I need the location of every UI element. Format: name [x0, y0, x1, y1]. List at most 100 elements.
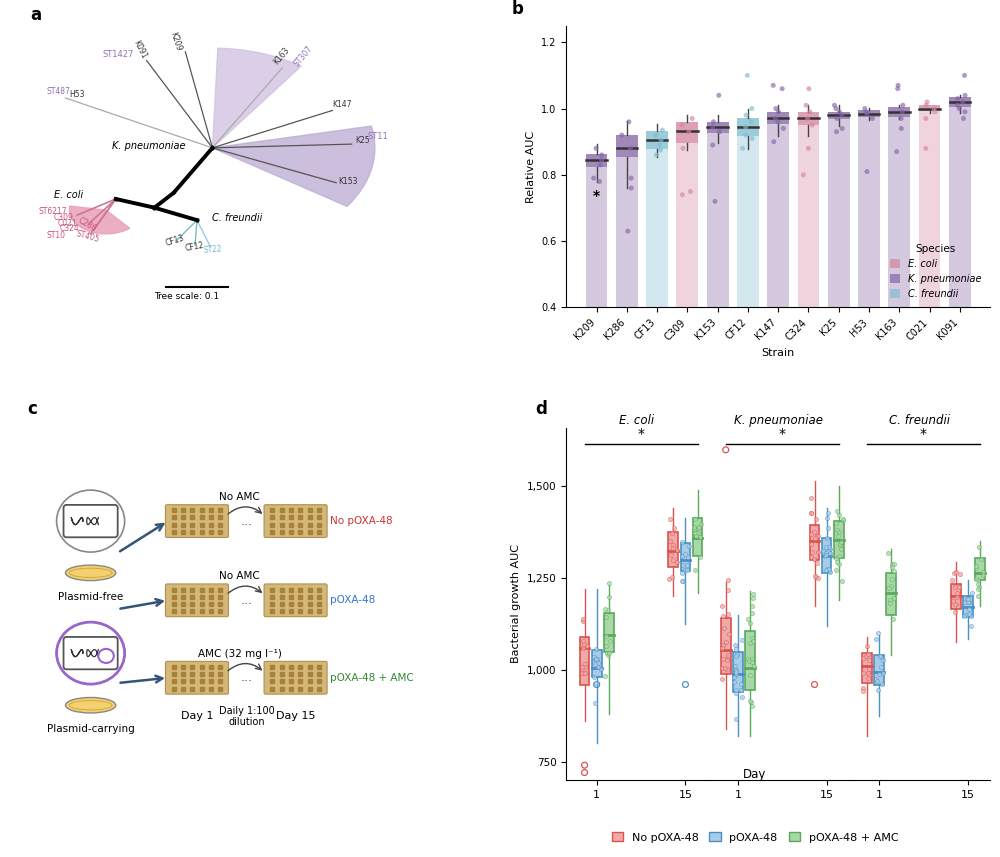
Text: ST307: ST307: [292, 44, 314, 68]
Point: [955, 95, 971, 109]
Point: [714, 672, 730, 686]
Point: [947, 605, 963, 619]
Point: [950, 599, 966, 613]
Point: [832, 538, 848, 552]
Point: [715, 638, 731, 651]
Point: [873, 660, 889, 674]
Text: K153: K153: [338, 177, 358, 186]
Point: [919, 95, 935, 109]
Bar: [886, 572, 896, 614]
Point: [661, 572, 677, 586]
Point: [860, 666, 876, 680]
Point: [662, 512, 678, 526]
Title: K. pneumoniae: K. pneumoniae: [734, 414, 823, 427]
Point: [674, 566, 690, 580]
Point: [663, 548, 679, 562]
Point: [590, 656, 606, 670]
Point: [735, 141, 751, 155]
Point: [623, 171, 639, 185]
Text: ...: ...: [240, 594, 252, 607]
Point: [744, 631, 760, 644]
Text: C021: C021: [58, 219, 77, 228]
Bar: [733, 651, 743, 692]
Point: [742, 694, 758, 708]
Point: [690, 521, 706, 535]
Point: [768, 102, 784, 116]
Point: [720, 650, 736, 663]
Point: [742, 637, 758, 650]
Point: [869, 674, 885, 687]
Circle shape: [57, 490, 125, 552]
Point: [744, 652, 760, 666]
Text: a: a: [31, 6, 42, 24]
Point: [681, 539, 697, 553]
Point: [801, 81, 817, 95]
Bar: [975, 558, 985, 580]
Point: [949, 590, 965, 604]
Point: [745, 587, 761, 601]
Point: [874, 677, 890, 691]
Point: [686, 520, 702, 534]
Wedge shape: [212, 126, 375, 207]
Point: [872, 649, 888, 662]
Point: [574, 666, 590, 680]
Text: Plasmid-free: Plasmid-free: [58, 592, 123, 602]
Text: ...: ...: [240, 514, 252, 528]
Point: [738, 120, 754, 134]
Point: [691, 520, 707, 534]
Bar: [616, 135, 638, 158]
Point: [951, 102, 967, 116]
Point: [809, 529, 825, 542]
Point: [592, 175, 608, 189]
Point: [855, 685, 871, 698]
Point: [828, 563, 844, 577]
Text: Tree scale: 0.1: Tree scale: 0.1: [154, 291, 220, 301]
Point: [961, 596, 977, 609]
Point: [601, 646, 617, 660]
Bar: [888, 107, 910, 440]
Point: [686, 522, 702, 536]
Point: [947, 580, 963, 594]
Point: [705, 138, 721, 152]
Point: [665, 538, 681, 552]
Point: [958, 608, 974, 622]
X-axis label: Strain: Strain: [762, 348, 795, 357]
Point: [577, 666, 593, 680]
Point: [815, 544, 831, 558]
Point: [861, 668, 877, 682]
Point: [714, 661, 730, 674]
Text: *: *: [638, 427, 645, 440]
Point: [810, 571, 826, 584]
Point: [594, 153, 610, 167]
Point: [717, 661, 733, 674]
Point: [728, 712, 744, 726]
Text: pOXA-48 + AMC: pOXA-48 + AMC: [330, 673, 414, 683]
Bar: [745, 632, 755, 690]
Point: [830, 529, 846, 542]
Point: [806, 525, 822, 539]
Point: [963, 608, 979, 622]
Point: [728, 665, 744, 679]
Point: [820, 521, 836, 535]
Bar: [586, 154, 607, 440]
Point: [886, 557, 902, 571]
Point: [808, 512, 824, 525]
Bar: [963, 596, 973, 617]
Point: [963, 619, 979, 632]
Bar: [919, 105, 940, 440]
Point: [586, 670, 602, 684]
Point: [810, 545, 826, 559]
Point: [711, 88, 727, 102]
Point: [875, 653, 891, 667]
Point: [598, 610, 614, 624]
Point: [806, 552, 822, 566]
Point: [746, 659, 762, 673]
Point: [807, 570, 823, 584]
Point: [826, 99, 842, 112]
Point: [666, 521, 682, 535]
Point: [829, 524, 845, 537]
Point: [861, 662, 877, 675]
Point: [588, 643, 604, 656]
Point: [834, 108, 850, 122]
Point: [575, 633, 591, 647]
